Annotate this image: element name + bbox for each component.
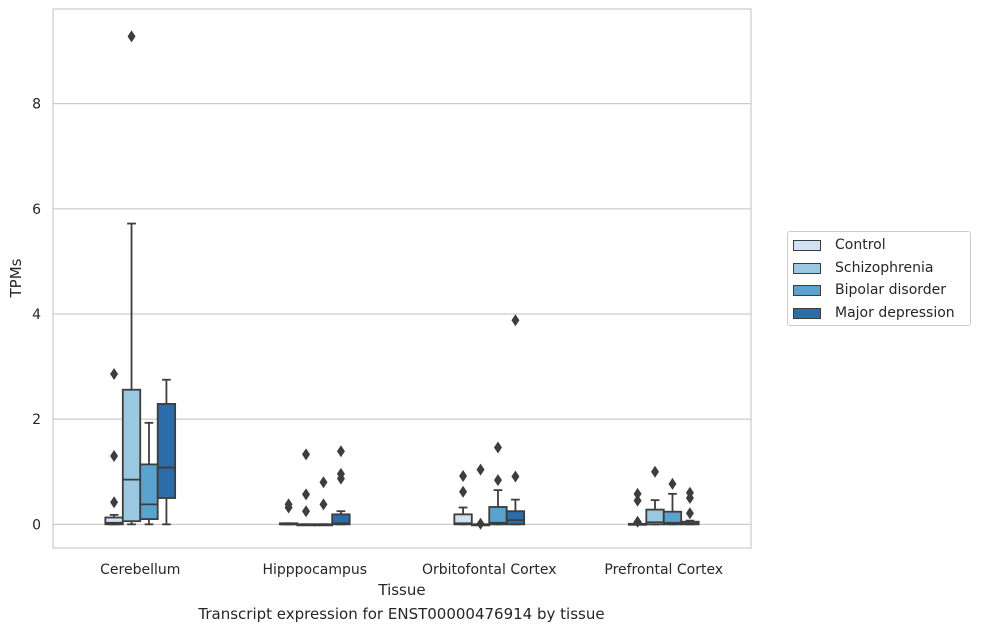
y-tick-label: 0 bbox=[32, 517, 41, 533]
outlier-point bbox=[110, 449, 119, 462]
x-axis-label: Tissue bbox=[377, 581, 425, 599]
outlier-point bbox=[302, 505, 311, 518]
box-cerebellum-major-depression bbox=[156, 378, 177, 526]
series-major-depression bbox=[156, 314, 700, 526]
outlier-point bbox=[651, 465, 660, 478]
box-hipppocampus-bipolar-disorder bbox=[313, 476, 334, 527]
outlier-point bbox=[302, 488, 311, 501]
outlier-point bbox=[110, 496, 119, 509]
y-tick-labels: 0 2 4 6 8 bbox=[32, 97, 41, 534]
box-orbitofontal-cortex-schizophrenia bbox=[470, 463, 491, 530]
outlier-point bbox=[476, 517, 485, 530]
box-orbitofontal-cortex-bipolar-disorder bbox=[488, 441, 508, 526]
box-iqr bbox=[488, 506, 508, 526]
outlier-point bbox=[336, 445, 345, 458]
outlier-point bbox=[319, 498, 328, 511]
legend-swatch-control bbox=[793, 239, 821, 251]
box-orbitofontal-cortex-major-depression bbox=[505, 314, 526, 526]
x-tick-label-cerebellum: Cerebellum bbox=[100, 562, 180, 578]
box-prefrontal-cortex-schizophrenia bbox=[645, 465, 665, 526]
legend-label-control: Control bbox=[835, 237, 886, 253]
x-tick-label-orbitofontal-cortex: Orbitofontal Cortex bbox=[422, 562, 557, 578]
legend-item-control: Control bbox=[793, 236, 886, 254]
legend-swatch-schizophrenia bbox=[793, 262, 821, 274]
outlier-point bbox=[511, 314, 520, 327]
y-tick-label: 2 bbox=[32, 412, 41, 428]
box-iqr bbox=[505, 510, 526, 526]
box-hipppocampus-schizophrenia bbox=[296, 448, 316, 527]
series-schizophrenia bbox=[121, 30, 665, 530]
box-cerebellum-bipolar-disorder bbox=[139, 421, 159, 526]
legend-item-major-depression: Major depression bbox=[793, 304, 955, 322]
legend-label-bipolar-disorder: Bipolar disorder bbox=[835, 282, 947, 298]
outlier-point bbox=[633, 494, 642, 507]
box-iqr bbox=[156, 403, 177, 499]
series-bipolar-disorder bbox=[139, 421, 683, 527]
box-prefrontal-cortex-major-depression bbox=[680, 486, 700, 526]
x-tick-label-prefrontal-cortex: Prefrontal Cortex bbox=[604, 562, 723, 578]
legend-swatch-major-depression bbox=[793, 307, 821, 319]
box-iqr bbox=[453, 513, 473, 526]
box-orbitofontal-cortex-control bbox=[453, 469, 473, 526]
series-control bbox=[104, 367, 648, 528]
outlier-point bbox=[476, 463, 485, 476]
outlier-point bbox=[493, 474, 502, 487]
legend: Control Schizophrenia Bipolar disorder M… bbox=[787, 231, 971, 326]
outlier-point bbox=[319, 476, 328, 489]
outlier-point bbox=[511, 470, 520, 483]
outlier-point bbox=[459, 485, 468, 498]
legend-label-major-depression: Major depression bbox=[835, 305, 955, 321]
outlier-point bbox=[685, 486, 694, 499]
outlier-point bbox=[459, 469, 468, 482]
box-hipppocampus-major-depression bbox=[331, 445, 351, 526]
outlier-point bbox=[127, 30, 136, 43]
box-iqr bbox=[662, 510, 683, 526]
box-prefrontal-cortex-control bbox=[627, 487, 648, 528]
box-cerebellum-control bbox=[104, 367, 124, 526]
plot-frame bbox=[52, 8, 752, 549]
outlier-point bbox=[284, 498, 293, 511]
y-axis-label: TPMs bbox=[7, 258, 25, 298]
outlier-point bbox=[336, 467, 345, 480]
box-cerebellum-schizophrenia bbox=[121, 30, 142, 526]
outlier-point bbox=[302, 448, 311, 461]
legend-item-schizophrenia: Schizophrenia bbox=[793, 259, 933, 277]
x-tick-labels: Cerebellum Hipppocampus Orbitofontal Corte… bbox=[100, 562, 723, 578]
legend-swatch-bipolar-disorder bbox=[793, 284, 821, 296]
chart-caption: Transcript expression for ENST0000047691… bbox=[198, 605, 605, 623]
outlier-point bbox=[110, 367, 119, 380]
box-iqr bbox=[331, 513, 351, 526]
legend-item-bipolar-disorder: Bipolar disorder bbox=[793, 281, 946, 299]
outlier-point bbox=[668, 477, 677, 490]
y-tick-label: 6 bbox=[32, 202, 41, 218]
box-hipppocampus-control bbox=[278, 498, 299, 526]
legend-label-schizophrenia: Schizophrenia bbox=[835, 260, 934, 276]
outlier-point bbox=[493, 441, 502, 454]
y-tick-label: 8 bbox=[32, 97, 41, 113]
outlier-point bbox=[633, 487, 642, 500]
box-iqr bbox=[121, 388, 142, 523]
outlier-point bbox=[633, 515, 642, 528]
x-tick-label-hipppocampus: Hipppocampus bbox=[262, 562, 367, 578]
outlier-point bbox=[685, 507, 694, 520]
box-iqr bbox=[139, 463, 159, 520]
y-tick-label: 4 bbox=[32, 307, 41, 323]
box-layer bbox=[104, 30, 700, 530]
box-prefrontal-cortex-bipolar-disorder bbox=[662, 477, 683, 526]
